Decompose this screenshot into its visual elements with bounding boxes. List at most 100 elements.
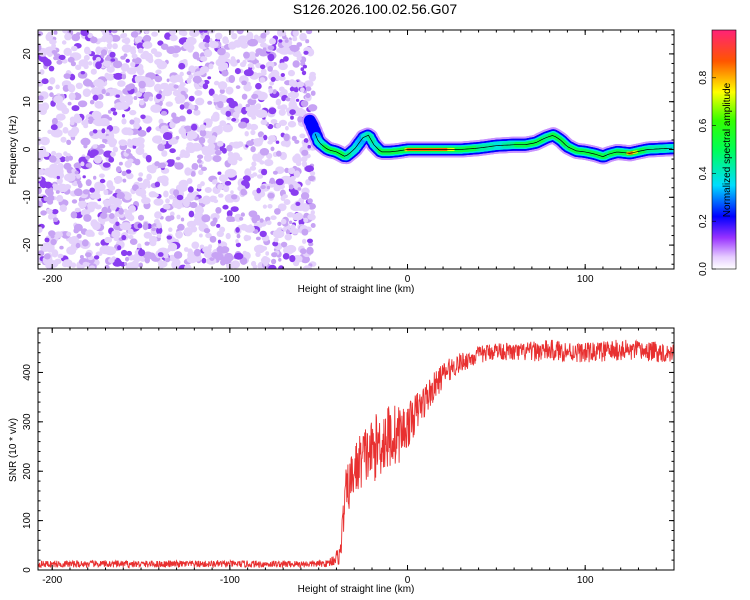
noise-blob bbox=[299, 133, 306, 139]
noise-blob bbox=[235, 85, 241, 89]
noise-blob bbox=[123, 208, 128, 213]
noise-blob bbox=[126, 67, 137, 75]
noise-blob bbox=[228, 41, 237, 50]
noise-blob bbox=[289, 90, 299, 99]
noise-blob bbox=[175, 156, 181, 161]
noise-blob bbox=[240, 190, 248, 195]
noise-blob bbox=[144, 257, 150, 264]
noise-blob bbox=[69, 73, 76, 81]
noise-blob bbox=[243, 84, 252, 92]
noise-blob bbox=[230, 206, 239, 213]
noise-blob bbox=[199, 233, 203, 238]
noise-blob bbox=[48, 155, 57, 163]
noise-blob bbox=[59, 245, 64, 250]
noise-blob bbox=[235, 242, 241, 248]
noise-blob bbox=[168, 242, 178, 252]
noise-blob bbox=[99, 178, 106, 184]
noise-blob bbox=[83, 54, 90, 61]
snr-y-tick-label: 200 bbox=[22, 462, 33, 479]
noise-blob bbox=[51, 249, 59, 258]
noise-blob bbox=[38, 151, 46, 159]
noise-blob bbox=[39, 180, 48, 189]
noise-blob bbox=[278, 39, 283, 43]
noise-blob bbox=[307, 238, 313, 244]
noise-blob bbox=[56, 175, 60, 180]
noise-blob bbox=[301, 228, 309, 236]
noise-blob bbox=[284, 39, 289, 43]
noise-blob bbox=[219, 88, 225, 94]
noise-blob bbox=[106, 66, 115, 73]
noise-blob bbox=[293, 212, 304, 221]
noise-blob bbox=[308, 104, 318, 112]
colorbar-tick-label: 0.6 bbox=[698, 118, 709, 132]
noise-blob bbox=[151, 31, 159, 37]
noise-blob bbox=[118, 101, 129, 110]
noise-blob bbox=[172, 116, 181, 124]
noise-blob bbox=[121, 170, 127, 177]
noise-blob bbox=[172, 53, 179, 58]
noise-blob bbox=[76, 233, 82, 239]
noise-blob bbox=[212, 217, 218, 224]
snr-y-ticks: 0 100 200 300 400 bbox=[22, 332, 674, 573]
noise-blob bbox=[296, 81, 305, 88]
noise-blob bbox=[93, 192, 101, 200]
colorbar-title: Normalized spectral amplitude bbox=[722, 82, 733, 217]
noise-blob bbox=[40, 210, 47, 216]
noise-blob bbox=[179, 104, 185, 110]
noise-blob bbox=[38, 43, 42, 52]
noise-blob bbox=[270, 76, 276, 82]
noise-blob bbox=[66, 231, 72, 237]
noise-blob bbox=[236, 233, 241, 239]
noise-blob bbox=[304, 80, 314, 88]
noise-blob bbox=[93, 79, 105, 88]
noise-blob bbox=[104, 246, 117, 256]
noise-blob bbox=[281, 38, 293, 48]
noise-blob bbox=[87, 61, 93, 66]
noise-blob bbox=[79, 255, 84, 259]
noise-blob bbox=[110, 58, 116, 62]
noise-blob bbox=[204, 34, 210, 42]
noise-blob bbox=[304, 165, 314, 173]
noise-blob bbox=[305, 179, 311, 186]
noise-blob bbox=[289, 97, 296, 105]
noise-blob bbox=[260, 119, 268, 126]
noise-blob bbox=[75, 242, 81, 249]
noise-blob bbox=[217, 81, 228, 90]
noise-blob bbox=[56, 59, 63, 65]
noise-blob bbox=[94, 181, 104, 191]
noise-blob bbox=[221, 69, 229, 77]
noise-blob bbox=[242, 250, 247, 255]
spectrogram-x-tick-label: 100 bbox=[577, 274, 594, 285]
noise-blob bbox=[73, 188, 83, 197]
noise-blob bbox=[140, 114, 146, 120]
noise-blob bbox=[296, 42, 303, 47]
noise-blob bbox=[231, 141, 242, 149]
noise-blob bbox=[246, 109, 257, 118]
noise-blob bbox=[260, 32, 267, 39]
noise-blob bbox=[226, 116, 231, 121]
noise-blob bbox=[113, 72, 124, 80]
noise-blob bbox=[112, 146, 119, 153]
noise-blob bbox=[108, 109, 112, 114]
noise-blob bbox=[177, 223, 185, 231]
noise-blob bbox=[125, 169, 132, 174]
noise-blob bbox=[71, 262, 77, 268]
noise-blob bbox=[290, 189, 299, 196]
noise-blob bbox=[53, 30, 58, 35]
noise-blob bbox=[95, 61, 102, 70]
noise-blob bbox=[267, 192, 275, 199]
noise-blob bbox=[269, 81, 275, 86]
noise-blob bbox=[187, 186, 194, 193]
spectrogram-signal-ridge bbox=[301, 112, 674, 165]
noise-blob bbox=[52, 217, 59, 222]
noise-blob bbox=[169, 34, 178, 42]
noise-blob bbox=[278, 75, 286, 81]
noise-blob bbox=[244, 131, 249, 137]
noise-blob bbox=[203, 49, 213, 58]
noise-blob bbox=[46, 189, 54, 197]
noise-blob bbox=[70, 61, 76, 67]
noise-blob bbox=[234, 68, 241, 75]
noise-blob bbox=[226, 215, 234, 222]
noise-blob bbox=[112, 198, 123, 207]
noise-blob bbox=[290, 224, 296, 230]
